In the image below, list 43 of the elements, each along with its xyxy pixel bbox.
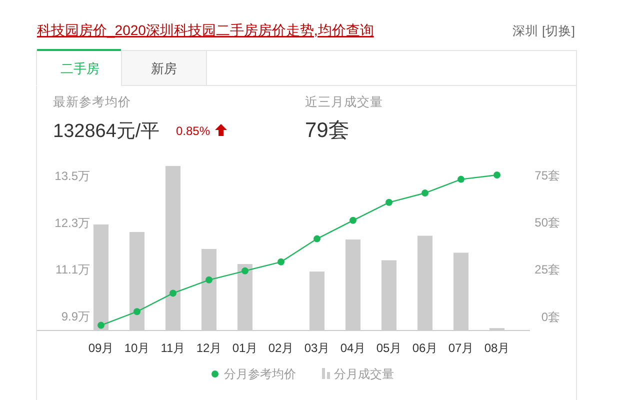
- point: [98, 322, 104, 329]
- x-tick-label: 07月: [448, 341, 474, 355]
- point: [278, 258, 284, 266]
- x-tick-label: 12月: [196, 341, 222, 355]
- text: 二手房: [60, 61, 100, 76]
- point: [494, 172, 500, 178]
- point: [422, 190, 428, 197]
- text: 79套: [305, 119, 350, 142]
- text: 近三月成交量: [305, 94, 383, 109]
- x-tick-label: 10月: [124, 341, 150, 355]
- legend-label: 分月成交量: [334, 367, 394, 381]
- x-tick-label: 01月: [232, 341, 258, 355]
- point: [206, 276, 212, 284]
- point: [350, 216, 356, 224]
- point: [134, 308, 140, 316]
- point: [242, 267, 248, 274]
- y-tick-label: 9.9万: [61, 310, 90, 324]
- chart-title: 科技园房价_2020深圳科技园二手房房价走势,均价查询: [37, 22, 374, 38]
- text: 132864元/平: [53, 121, 160, 142]
- x-tick-label: 05月: [376, 341, 402, 355]
- point: [314, 235, 320, 242]
- y-tick-label: 13.5万: [54, 168, 90, 183]
- legend-label: 分月参考均价: [224, 367, 296, 381]
- x-tick-label: 04月: [340, 341, 366, 355]
- x-tick-label: 11月: [160, 341, 186, 355]
- y2-tick-label: 75套: [534, 168, 560, 182]
- x-tick-label: 02月: [268, 341, 294, 355]
- text: 最新参考均价: [53, 95, 131, 109]
- text: 0.85%: [176, 124, 210, 138]
- text: 新房: [151, 61, 177, 76]
- y2-tick-label: 50套: [534, 216, 560, 230]
- point: [170, 290, 176, 297]
- x-tick-label: 03月: [304, 341, 330, 355]
- x-tick-label: 09月: [88, 341, 114, 355]
- text: 深圳 [切换]: [512, 24, 575, 38]
- y2-tick-label: 0套: [541, 310, 560, 324]
- x-tick-label: 08月: [484, 341, 510, 355]
- y2-tick-label: 25套: [534, 262, 560, 277]
- point: [386, 198, 392, 206]
- y-tick-label: 12.3万: [54, 216, 90, 230]
- y-tick-label: 11.1万: [56, 262, 90, 277]
- x-tick-label: 06月: [412, 341, 438, 355]
- point: [458, 176, 464, 183]
